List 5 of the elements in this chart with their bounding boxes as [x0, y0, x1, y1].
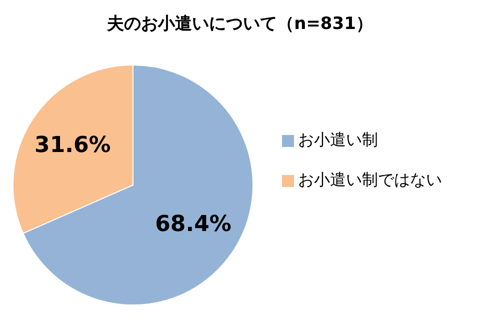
legend-label: お小遣い制ではない	[298, 170, 442, 189]
legend-label: お小遣い制	[298, 130, 378, 149]
chart-title: 夫のお小遣いについて（n=831）	[106, 13, 374, 35]
data-label: 68.4%	[155, 212, 232, 237]
data-label: 31.6%	[34, 133, 111, 158]
